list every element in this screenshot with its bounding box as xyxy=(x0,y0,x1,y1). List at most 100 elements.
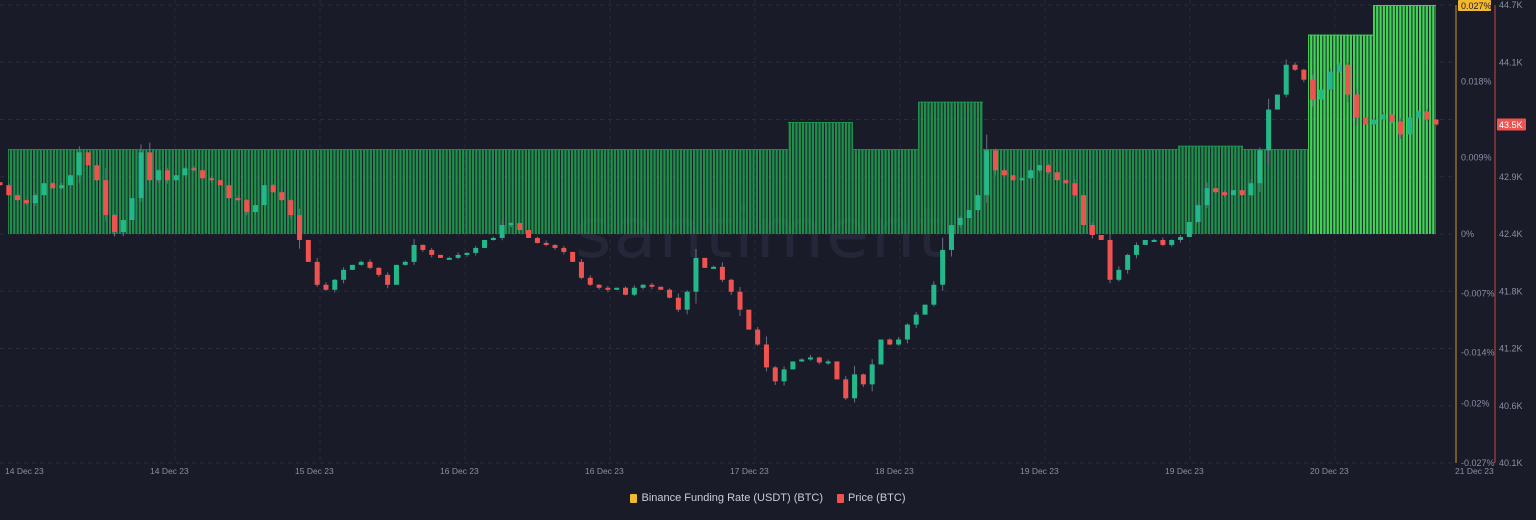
price-candle xyxy=(931,281,937,307)
price-candle xyxy=(1204,182,1210,209)
price-candle xyxy=(1098,234,1104,240)
funding-bar xyxy=(1308,34,1373,235)
price-candle xyxy=(112,213,118,237)
price-candle xyxy=(508,222,514,227)
price-candle xyxy=(120,216,126,237)
price-candle xyxy=(297,208,303,249)
price-candle xyxy=(1248,179,1254,198)
price-candle xyxy=(948,222,954,257)
price-candle xyxy=(15,192,21,202)
price-tick-label: 44.1K xyxy=(1499,57,1523,67)
price-candle xyxy=(1345,62,1351,103)
funding-bar xyxy=(528,149,593,234)
price-candle xyxy=(402,260,408,266)
price-candle xyxy=(772,366,778,386)
price-candle xyxy=(940,237,946,291)
price-candle xyxy=(1019,176,1025,181)
price-candle xyxy=(1195,202,1201,224)
price-candle xyxy=(658,286,664,290)
price-candle xyxy=(1142,239,1148,245)
price-candle xyxy=(314,257,320,287)
price-candle xyxy=(367,259,373,270)
price-candle xyxy=(1407,117,1413,135)
funding-bar xyxy=(333,149,398,234)
funding-tick-label: 0% xyxy=(1461,229,1474,239)
funding-bar xyxy=(918,101,983,234)
price-tick-label: 41.8K xyxy=(1499,286,1523,296)
price-candles xyxy=(0,59,1439,403)
price-candle xyxy=(667,288,673,299)
price-candle xyxy=(649,282,655,290)
price-candle xyxy=(1125,253,1131,274)
price-candle xyxy=(719,262,725,283)
price-candle xyxy=(482,239,488,248)
price-candle xyxy=(376,267,382,277)
funding-bar xyxy=(723,149,788,234)
price-candle xyxy=(332,278,338,293)
price-candle xyxy=(561,246,567,255)
price-candle xyxy=(1398,118,1404,139)
price-candle xyxy=(305,239,311,262)
funding-bar xyxy=(593,149,658,234)
price-candle xyxy=(913,312,919,329)
price-candle xyxy=(217,180,223,186)
price-candle xyxy=(1116,266,1122,282)
funding-bar xyxy=(658,149,723,234)
legend-item-price[interactable]: Price (BTC) xyxy=(837,492,906,504)
funding-tick-label: -0.007% xyxy=(1461,288,1495,298)
price-candle xyxy=(702,257,708,268)
price-candle xyxy=(834,361,840,380)
price-candle xyxy=(41,183,47,196)
price-candle xyxy=(711,265,717,269)
price-candle xyxy=(1186,222,1192,237)
funding-current-tag xyxy=(1458,0,1491,11)
price-current-value: 43.5K xyxy=(1499,120,1523,130)
funding-bar xyxy=(1113,149,1178,234)
price-candle xyxy=(887,338,893,346)
price-candle xyxy=(437,254,443,258)
price-tick-label: 40.6K xyxy=(1499,401,1523,411)
x-tick-label: 16 Dec 23 xyxy=(585,466,624,476)
price-candle xyxy=(966,210,972,219)
price-candle xyxy=(808,354,814,361)
price-candle xyxy=(517,221,523,233)
price-tick-label: 41.2K xyxy=(1499,344,1523,354)
price-candle xyxy=(587,275,593,287)
price-candle xyxy=(1415,110,1421,119)
price-candle xyxy=(825,359,831,365)
funding-bar xyxy=(463,149,528,234)
price-candle xyxy=(1327,68,1333,92)
funding-bar xyxy=(203,149,268,234)
funding-bar xyxy=(1048,149,1113,234)
price-candle xyxy=(1354,88,1360,126)
price-tick-label: 44.7K xyxy=(1499,0,1523,10)
funding-bar xyxy=(983,149,1048,234)
legend-item-funding-rate[interactable]: Binance Funding Rate (USDT) (BTC) xyxy=(630,492,823,504)
price-candle xyxy=(596,284,602,290)
price-candle xyxy=(534,236,540,244)
funding-bars xyxy=(8,5,1436,235)
x-tick-label: 14 Dec 23 xyxy=(5,466,44,476)
price-candle xyxy=(675,293,681,312)
price-candle xyxy=(984,134,990,204)
price-candle xyxy=(323,282,329,292)
price-candle xyxy=(922,304,928,315)
price-candle xyxy=(1310,74,1316,107)
price-candle xyxy=(94,162,100,182)
price-candle xyxy=(235,195,241,202)
price-candle xyxy=(208,176,214,183)
price-candle xyxy=(1257,147,1263,192)
price-candle xyxy=(543,240,549,247)
legend-swatch-icon xyxy=(837,493,845,503)
price-candle xyxy=(860,373,866,387)
price-candle xyxy=(1063,178,1069,184)
price-candle xyxy=(552,244,558,250)
price-candle xyxy=(578,259,584,280)
price-candle xyxy=(76,146,82,184)
price-candle xyxy=(1081,192,1087,233)
price-candle xyxy=(843,376,849,400)
price-candle xyxy=(147,142,153,186)
price-candle xyxy=(878,339,884,365)
price-candle xyxy=(85,152,91,166)
price-candle xyxy=(1054,172,1060,181)
